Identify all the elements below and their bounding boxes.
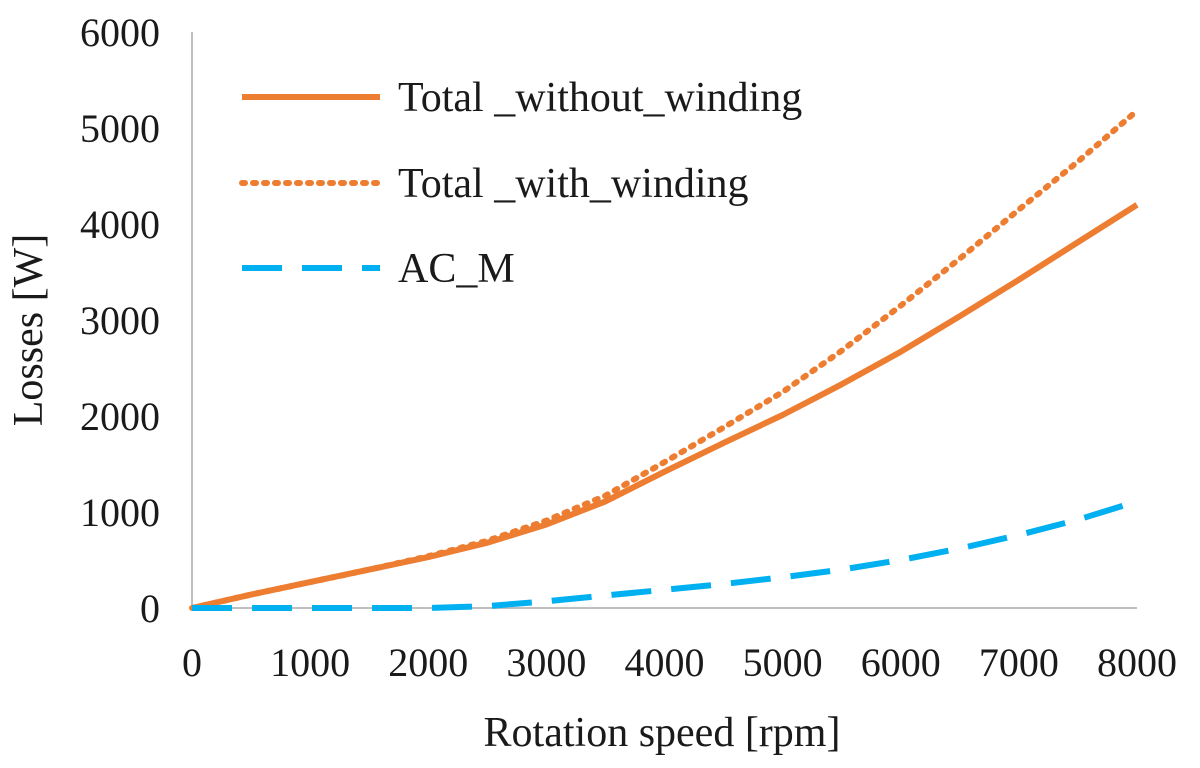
y-tick-label: 1000: [80, 490, 160, 535]
y-axis-ticks: 0 1000 2000 3000 4000 5000 6000: [80, 10, 160, 631]
x-tick-label: 2000: [388, 640, 468, 685]
series-layer: [189, 107, 1140, 611]
x-tick-label: 7000: [979, 640, 1059, 685]
x-tick-label: 5000: [743, 640, 823, 685]
x-tick-label: 8000: [1097, 640, 1177, 685]
y-tick-label: 2000: [80, 394, 160, 439]
x-tick-label: 1000: [270, 640, 350, 685]
x-tick-label: 4000: [625, 640, 705, 685]
series-line-3: [192, 498, 1138, 611]
series-line-1: [191, 202, 1139, 611]
legend-label: Total _with_winding: [398, 161, 749, 207]
x-tick-label: 3000: [506, 640, 586, 685]
x-axis-ticks: 0 1000 2000 3000 4000 5000 6000 7000 8000: [182, 640, 1177, 685]
y-tick-label: 5000: [80, 106, 160, 151]
legend-label: AC_M: [398, 246, 515, 292]
y-tick-label: 6000: [80, 10, 160, 55]
y-axis-title: Losses [W]: [6, 234, 52, 426]
legend-label: Total _without_winding: [398, 75, 802, 121]
y-tick-label: 0: [140, 586, 160, 631]
x-tick-label: 6000: [861, 640, 941, 685]
x-tick-label: 0: [182, 640, 202, 685]
y-tick-label: 3000: [80, 298, 160, 343]
x-axis-title: Rotation speed [rpm]: [484, 710, 841, 756]
y-tick-label: 4000: [80, 202, 160, 247]
series-line-2: [189, 107, 1140, 611]
legend: Total _without_winding Total _with_windin…: [239, 75, 802, 292]
